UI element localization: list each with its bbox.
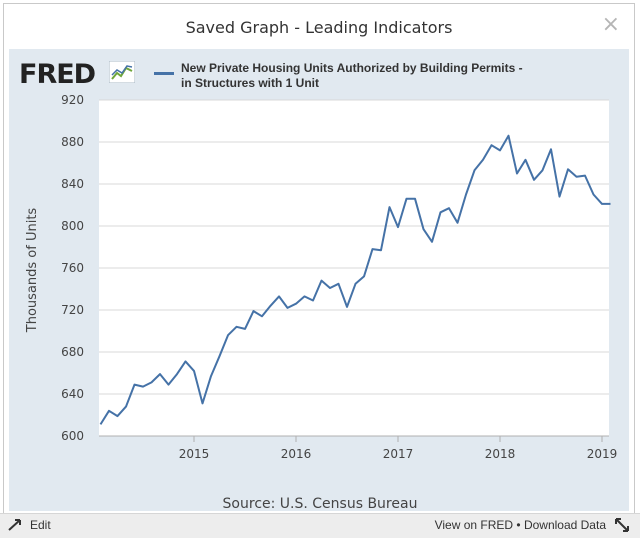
edit-label: Edit bbox=[30, 518, 51, 532]
y-tick-label: 640 bbox=[61, 387, 84, 401]
x-tick-label: 2015 bbox=[179, 447, 210, 461]
dialog-title: Saved Graph - Leading Indicators bbox=[185, 18, 453, 37]
legend-line-2: in Structures with 1 Unit bbox=[181, 76, 320, 90]
y-axis-label: Thousands of Units bbox=[25, 208, 40, 334]
download-data-link[interactable]: Download Data bbox=[523, 518, 606, 532]
fred-chart-logo-icon bbox=[109, 61, 135, 83]
source-note: Source: U.S. Census Bureau bbox=[222, 496, 418, 512]
footer-links: View on FRED • Download Data bbox=[435, 518, 606, 532]
y-tick-label: 920 bbox=[61, 93, 84, 107]
y-tick-label: 680 bbox=[61, 345, 84, 359]
legend-line-1: New Private Housing Units Authorized by … bbox=[181, 61, 523, 75]
y-tick-label: 760 bbox=[61, 261, 84, 275]
dialog-titlebar: Saved Graph - Leading Indicators × bbox=[4, 4, 634, 50]
x-tick-label: 2017 bbox=[383, 447, 414, 461]
y-tick-label: 880 bbox=[61, 135, 84, 149]
view-on-fred-link[interactable]: View on FRED bbox=[434, 518, 514, 532]
close-icon[interactable]: × bbox=[601, 12, 620, 37]
dialog-footer: Edit View on FRED • Download Data bbox=[0, 513, 640, 538]
y-tick-label: 800 bbox=[61, 219, 84, 233]
y-tick-label: 840 bbox=[61, 177, 84, 191]
y-tick-label: 600 bbox=[61, 429, 84, 443]
legend-label: New Private Housing Units Authorized by … bbox=[181, 61, 561, 91]
footer-separator: • bbox=[516, 518, 521, 532]
series-line bbox=[99, 134, 611, 425]
expand-icon[interactable] bbox=[614, 517, 630, 533]
x-tick-label: 2019 bbox=[587, 447, 618, 461]
edit-link[interactable]: Edit bbox=[8, 518, 51, 532]
resize-arrow-icon bbox=[8, 519, 21, 531]
x-tick-label: 2018 bbox=[485, 447, 516, 461]
y-tick-label: 720 bbox=[61, 303, 84, 317]
fred-logo: FRED bbox=[19, 59, 96, 90]
legend-line-swatch bbox=[154, 72, 174, 75]
x-tick-label: 2016 bbox=[281, 447, 312, 461]
